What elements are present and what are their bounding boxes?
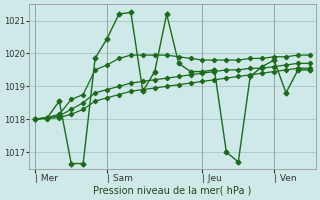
X-axis label: Pression niveau de la mer( hPa ): Pression niveau de la mer( hPa ) [93,186,252,196]
